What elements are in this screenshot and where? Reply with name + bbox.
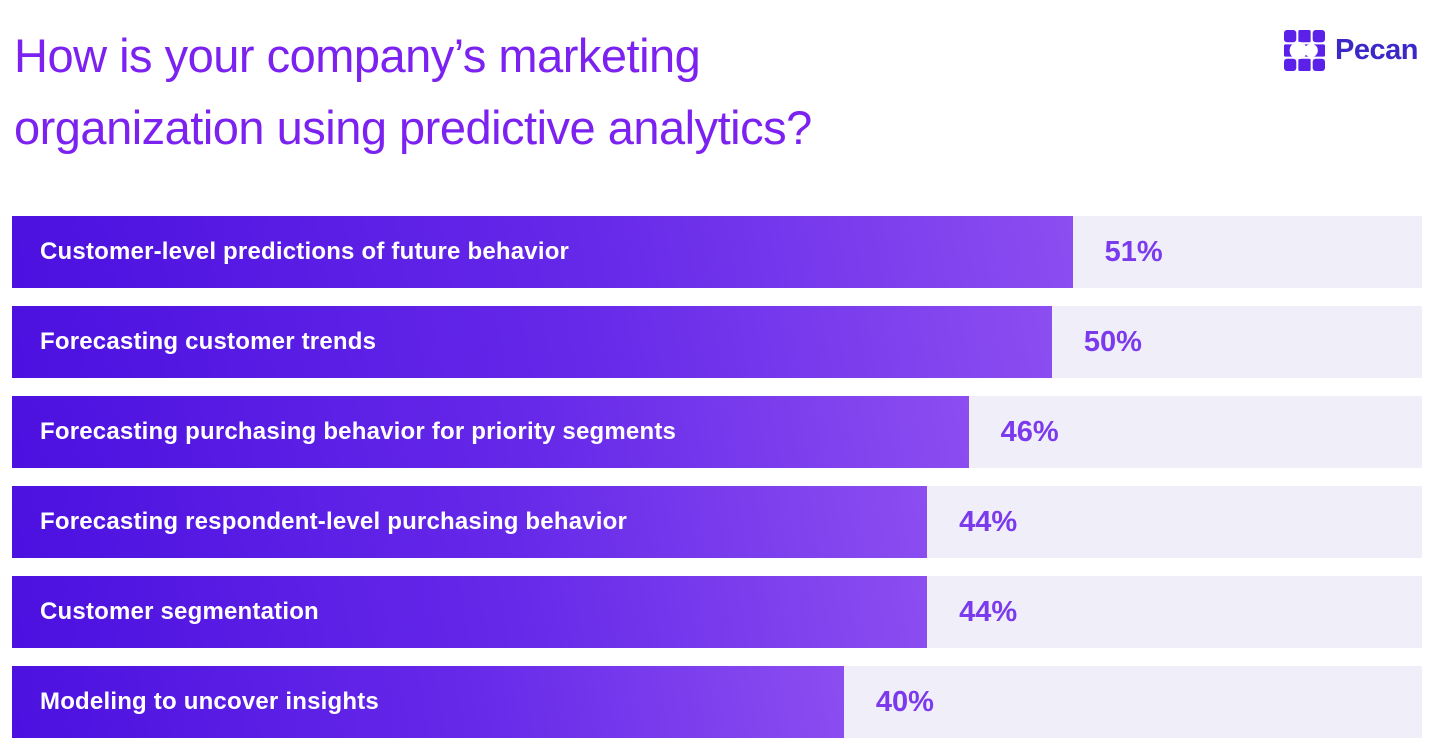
- bar-value-label: 44%: [959, 505, 1018, 538]
- brand-wordmark: Pecan: [1335, 34, 1418, 66]
- bar-row: Modeling to uncover insights 40%: [12, 666, 1422, 738]
- bar-row: Customer-level predictions of future beh…: [12, 216, 1422, 288]
- pecan-logo-icon: [1284, 30, 1326, 71]
- bar-category-label: Customer-level predictions of future beh…: [40, 238, 570, 265]
- bar-chart: Customer-level predictions of future beh…: [12, 216, 1422, 738]
- bar-fill: Forecasting respondent-level purchasing …: [12, 486, 928, 558]
- bar-fill: Customer-level predictions of future beh…: [12, 216, 1073, 288]
- page-title: How is your company’s marketing organiza…: [14, 20, 812, 164]
- bar-value-label: 51%: [1104, 235, 1163, 268]
- bar-row: Forecasting respondent-level purchasing …: [12, 486, 1422, 558]
- bar-fill: Forecasting customer trends: [12, 306, 1052, 378]
- bar-value-label: 44%: [959, 595, 1018, 628]
- page-title-line2: organization using predictive analytics?: [14, 101, 812, 154]
- bar-value-label: 50%: [1083, 325, 1142, 358]
- bar-category-label: Forecasting respondent-level purchasing …: [40, 508, 628, 535]
- bar-category-label: Forecasting purchasing behavior for prio…: [40, 418, 677, 445]
- bar-fill: Forecasting purchasing behavior for prio…: [12, 396, 969, 468]
- bar-row: Forecasting customer trends 50%: [12, 306, 1422, 378]
- bar-value-label: 46%: [1000, 415, 1059, 448]
- bar-category-label: Modeling to uncover insights: [40, 688, 379, 715]
- bar-row: Forecasting purchasing behavior for prio…: [12, 396, 1422, 468]
- page-title-line1: How is your company’s marketing: [14, 29, 701, 82]
- bar-row: Customer segmentation 44%: [12, 576, 1422, 648]
- bar-fill: Modeling to uncover insights: [12, 666, 844, 738]
- bar-category-label: Forecasting customer trends: [40, 328, 377, 355]
- header: How is your company’s marketing organiza…: [0, 0, 1438, 164]
- bar-category-label: Customer segmentation: [40, 598, 319, 625]
- bar-fill: Customer segmentation: [12, 576, 928, 648]
- brand-logo: Pecan: [1284, 30, 1418, 71]
- bar-value-label: 40%: [875, 685, 934, 718]
